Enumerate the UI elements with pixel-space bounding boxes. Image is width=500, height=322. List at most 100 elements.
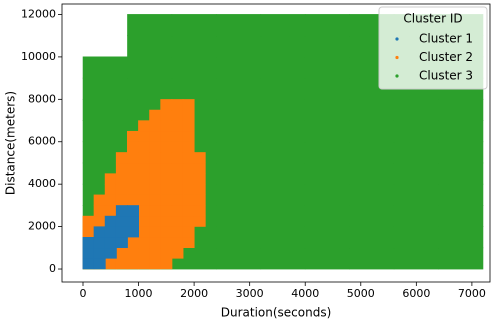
point [115,237,128,249]
point [260,77,306,100]
point [93,215,106,227]
point [438,247,484,270]
point [260,56,306,79]
point [182,109,195,121]
point [160,109,173,121]
point [216,14,262,37]
y-tick-label: 0 [49,262,56,275]
point [149,162,162,174]
point [104,173,117,185]
point [182,141,195,153]
point [171,14,217,37]
point [193,205,206,217]
legend-label: Cluster 2 [419,50,473,64]
point [82,247,95,259]
point [160,237,173,249]
point [138,247,151,259]
point [304,247,350,270]
point [216,226,262,249]
point [149,152,162,164]
point [160,247,173,259]
point [115,152,128,164]
point [149,226,162,238]
point [393,141,439,164]
point [104,215,117,227]
point [193,152,206,164]
point [393,98,439,121]
point [104,247,117,259]
point [304,98,350,121]
point [304,204,350,227]
point [171,152,184,164]
point [349,141,395,164]
point [160,226,173,238]
point [171,237,184,249]
point [160,130,173,142]
point [138,130,151,142]
y-tick-label: 2000 [28,220,56,233]
point [171,205,184,217]
point [127,162,139,174]
point [182,120,195,132]
point [138,183,151,195]
point [138,120,151,132]
point [216,35,262,58]
point [115,258,128,270]
y-axis-label: Distance(meters) [4,91,18,195]
legend-title: Cluster ID [403,12,462,26]
point [82,56,128,79]
point [93,258,106,270]
point [193,162,206,174]
y-tick-label: 6000 [28,135,56,148]
point [438,162,484,185]
point [127,205,139,217]
x-tick-label: 5000 [347,287,375,300]
point [127,194,139,206]
point [438,226,484,249]
point [149,237,162,249]
point [149,141,162,153]
point [171,109,184,121]
point [138,162,151,174]
point [104,237,117,249]
y-tick-label: 8000 [28,92,56,105]
point [304,77,350,100]
point [127,183,139,195]
x-tick-label: 0 [80,287,87,300]
point [160,205,173,217]
point [216,204,262,227]
point [438,120,484,143]
point [138,237,151,249]
point [171,77,217,100]
point [149,205,162,217]
x-tick-label: 1000 [125,287,153,300]
point [127,173,139,185]
point [182,194,195,206]
point [82,120,128,143]
legend-marker [395,55,399,60]
x-tick-label: 6000 [402,287,430,300]
point [127,77,173,100]
point [260,247,306,270]
point [304,141,350,164]
y-tick-label: 4000 [28,177,56,190]
point [138,258,151,270]
point [260,35,306,58]
point [138,152,151,164]
point [171,120,184,132]
point [182,130,195,142]
point [393,247,439,270]
point [193,173,206,185]
point [171,162,184,174]
point [149,130,162,142]
point [160,258,173,270]
x-axis-label: Duration(seconds) [221,306,332,320]
point [138,173,151,185]
point [304,183,350,206]
point [216,77,262,100]
point [171,99,184,111]
point [438,141,484,164]
point [393,120,439,143]
point [438,204,484,227]
point [182,215,195,227]
